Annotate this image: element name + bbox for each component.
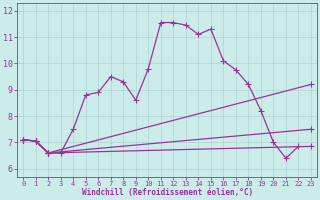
- X-axis label: Windchill (Refroidissement éolien,°C): Windchill (Refroidissement éolien,°C): [82, 188, 253, 197]
